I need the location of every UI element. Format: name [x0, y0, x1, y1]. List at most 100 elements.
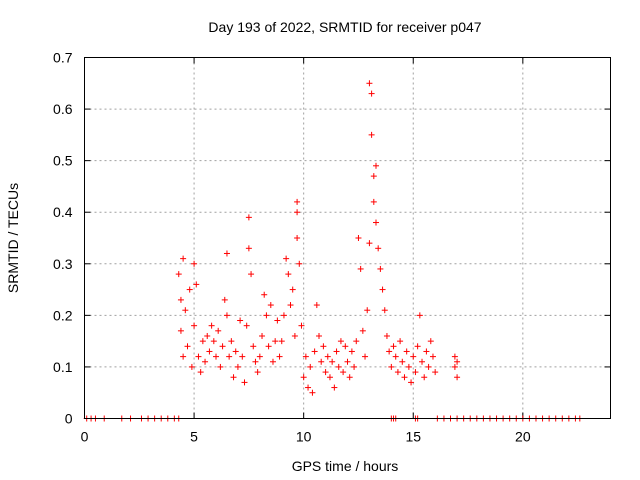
data-point: [202, 358, 209, 365]
data-point: [245, 214, 252, 221]
data-point: [357, 265, 364, 272]
data-point: [285, 271, 292, 278]
data-point: [392, 353, 399, 360]
data-point: [232, 348, 239, 355]
y-tick-label: 0.1: [53, 359, 73, 375]
data-point: [221, 296, 228, 303]
x-axis-label: GPS time / hours: [292, 458, 399, 474]
x-tick-label: 10: [296, 429, 312, 445]
data-point: [346, 374, 353, 381]
data-point: [379, 286, 386, 293]
data-point: [248, 271, 255, 278]
data-point: [335, 363, 342, 370]
data-point: [383, 332, 390, 339]
data-point: [364, 307, 371, 314]
data-point: [351, 363, 358, 370]
data-point: [186, 286, 193, 293]
data-point: [377, 265, 384, 272]
data-point: [239, 353, 246, 360]
data-point: [419, 358, 426, 365]
data-point: [250, 343, 257, 350]
data-point: [429, 353, 436, 360]
data-point: [272, 338, 279, 345]
data-point: [427, 338, 434, 345]
data-point: [296, 260, 303, 267]
grid: [84, 57, 611, 419]
data-point: [294, 235, 301, 241]
data-point: [381, 307, 388, 314]
data-point: [298, 322, 305, 329]
data-point: [177, 296, 184, 303]
data-point: [217, 363, 224, 370]
data-point: [252, 358, 259, 365]
data-point: [245, 245, 252, 252]
y-tick-label: 0.4: [53, 204, 73, 220]
data-point: [423, 348, 430, 355]
chart-title: Day 193 of 2022, SRMTID for receiver p04…: [208, 19, 481, 35]
data-point: [329, 358, 336, 365]
data-point: [353, 338, 360, 345]
data-point: [399, 358, 406, 365]
data-points: [83, 80, 583, 422]
data-point: [322, 369, 329, 376]
data-point: [269, 358, 276, 365]
data-point: [191, 322, 198, 329]
data-point: [219, 343, 226, 350]
data-point: [324, 353, 331, 360]
data-point: [177, 327, 184, 334]
data-point: [261, 291, 268, 298]
data-point: [316, 332, 323, 339]
data-point: [340, 369, 347, 376]
data-point: [394, 369, 401, 376]
data-point: [403, 348, 410, 355]
data-point: [368, 90, 375, 97]
x-tick-label: 15: [405, 429, 421, 445]
data-point: [333, 348, 340, 355]
data-point: [287, 302, 294, 309]
data-point: [421, 374, 428, 381]
plot-frame: [84, 57, 611, 419]
y-tick-label: 0.7: [53, 50, 73, 66]
data-point: [193, 281, 200, 288]
data-point: [370, 198, 377, 205]
data-point: [412, 369, 419, 376]
data-point: [175, 271, 182, 278]
data-point: [256, 353, 263, 360]
data-point: [210, 338, 217, 345]
data-point: [331, 384, 338, 391]
data-point: [294, 209, 301, 216]
y-axis-label: SRMTID / TECUs: [5, 183, 21, 293]
data-point: [237, 317, 244, 324]
data-point: [294, 198, 301, 205]
data-point: [300, 374, 307, 381]
data-point: [372, 162, 379, 169]
data-point: [195, 353, 202, 360]
data-point: [305, 384, 312, 391]
data-point: [254, 369, 261, 376]
data-point: [259, 332, 266, 339]
data-point: [342, 343, 349, 350]
data-point: [414, 343, 421, 350]
data-point: [408, 379, 415, 386]
data-point: [208, 322, 215, 329]
data-point: [432, 369, 439, 376]
data-point: [416, 312, 423, 319]
data-point: [344, 358, 351, 365]
data-point: [191, 260, 198, 267]
data-point: [307, 363, 314, 370]
data-point: [362, 353, 369, 360]
data-point: [213, 353, 219, 360]
data-point: [265, 343, 272, 350]
data-point: [405, 363, 412, 370]
y-tick-label: 0.6: [53, 101, 73, 117]
data-point: [230, 374, 237, 381]
data-point: [355, 235, 362, 241]
data-point: [337, 338, 344, 345]
y-tick-label: 0.3: [53, 256, 73, 272]
x-tick-label: 5: [190, 429, 198, 445]
data-point: [204, 332, 211, 339]
y-tick-label: 0: [65, 411, 73, 427]
data-point: [359, 327, 366, 334]
data-point: [226, 353, 233, 360]
